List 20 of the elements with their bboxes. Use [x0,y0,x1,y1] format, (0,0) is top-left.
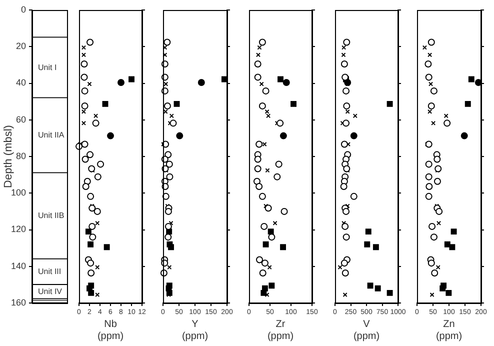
series-label: Unit IIB [38,211,64,220]
y-axis-title: Depth (mbsl) [2,125,15,188]
y-tick-label: 40 [16,78,26,88]
y-tick-label: 60 [16,114,26,124]
y-tick-label: 80 [16,150,26,161]
y-tick-label: 160 [10,297,26,308]
x-axis-title: Zn (ppm) [436,318,462,342]
series-label: Unit IV [38,287,63,296]
y-tick-label: 140 [10,260,26,271]
series-label: Unit III [38,267,62,276]
y-tick-label: 100 [10,188,26,198]
x-axis-title: Y (ppm) [182,318,208,342]
x-axis-title: V (ppm) [353,318,380,342]
series-label: Unit I [38,62,57,72]
x-axis-title: Zr (ppm) [267,318,294,342]
y-tick-label: 120 [10,224,26,234]
y-tick-label: 20 [16,41,26,52]
y-tick-label: 0 [20,4,26,14]
series-label: Unit IIA [38,130,65,140]
x-axis-title: Nb (ppm) [97,318,124,342]
